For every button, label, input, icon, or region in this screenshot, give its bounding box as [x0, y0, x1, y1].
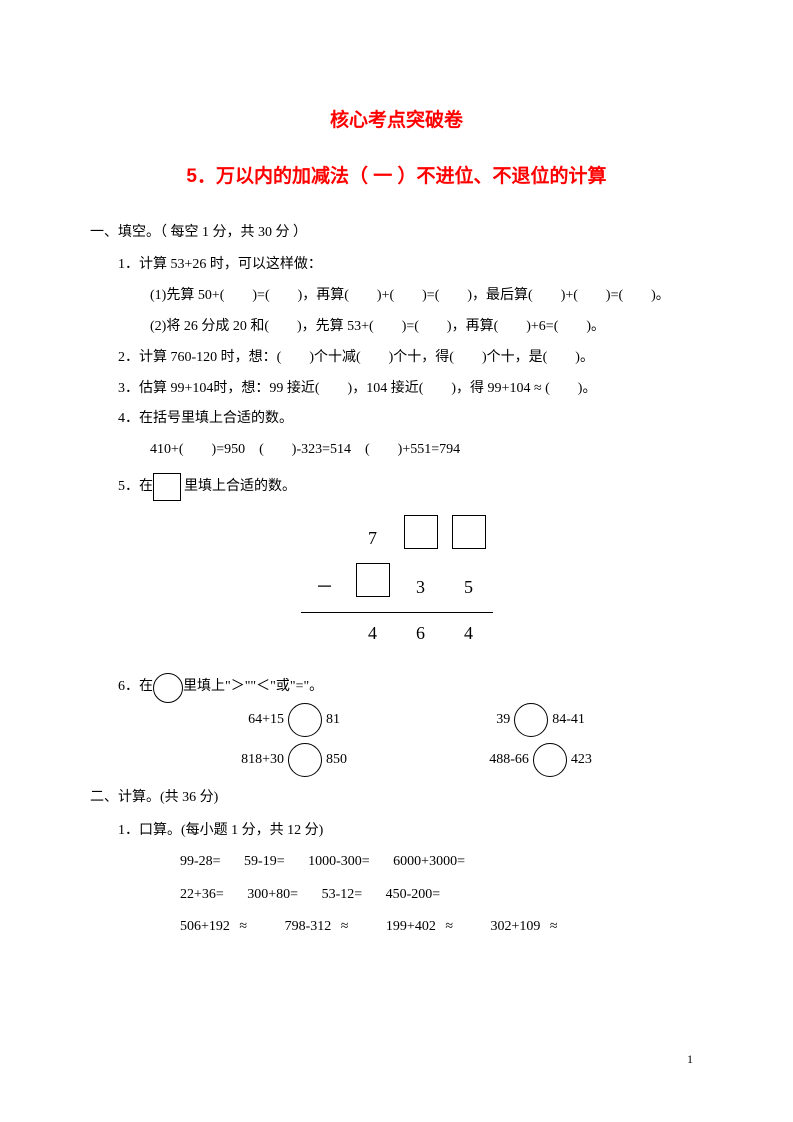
compare-right: 84-41 — [552, 705, 585, 736]
compare-left: 488-66 — [489, 745, 529, 776]
q4: 4．在括号里填上合适的数。 — [90, 404, 703, 435]
q1: 1．计算 53+26 时，可以这样做： — [90, 250, 703, 281]
calc-row: 99-28= 59-19= 1000-300= 6000+3000= — [90, 847, 703, 878]
section-2-heading: 二、计算。(共 36 分) — [90, 783, 703, 814]
compare-right: 81 — [326, 705, 340, 736]
section-1-heading: 一、填空。（ 每空 1 分，共 30 分 ） — [90, 218, 703, 249]
calc-row: 506+192 ≈ 798-312 ≈ 199+402 ≈ 302+109 ≈ — [90, 912, 703, 943]
compare-row-2: 818+30 850 488-66 423 — [90, 743, 703, 777]
sub-digit: 5 — [445, 563, 493, 612]
minus-sign: － — [301, 563, 349, 612]
box-icon — [153, 473, 181, 501]
q1a: (1)先算 50+( )=( )，再算( )+( )=( )，最后算( )+( … — [90, 281, 703, 312]
q4a: 410+( )=950 ( )-323=514 ( )+551=794 — [90, 435, 703, 466]
blank-box — [404, 515, 438, 549]
compare-item: 488-66 423 — [489, 743, 592, 777]
compare-item: 39 84-41 — [496, 703, 585, 737]
sub-digit: 7 — [349, 515, 397, 564]
q6-post: 里填上"＞""＜"或"="。 — [183, 672, 323, 703]
calc-row: 22+36= 300+80= 53-12= 450-200= — [90, 880, 703, 911]
compare-item: 64+15 81 — [248, 703, 340, 737]
blank-box — [452, 515, 486, 549]
sub-digit: 4 — [445, 612, 493, 654]
sub-digit: 6 — [397, 612, 445, 654]
compare-left: 39 — [496, 705, 510, 736]
compare-row-1: 64+15 81 39 84-41 — [90, 703, 703, 737]
subtraction-problem: 7 － 3 5 4 6 4 — [90, 515, 703, 655]
compare-right: 423 — [571, 745, 592, 776]
circle-blank — [533, 743, 567, 777]
circle-blank — [288, 743, 322, 777]
q5: 5．在 里填上合适的数。 — [90, 472, 703, 503]
page-number: 1 — [687, 1046, 693, 1072]
q6: 6．在 里填上"＞""＜"或"="。 — [90, 672, 703, 703]
q3: 3．估算 99+104时，想：99 接近( )，104 接近( )，得 99+1… — [90, 374, 703, 405]
circle-icon — [153, 673, 183, 703]
blank-box — [356, 563, 390, 597]
compare-right: 850 — [326, 745, 347, 776]
q5-post: 里填上合适的数。 — [184, 472, 296, 503]
compare-item: 818+30 850 — [241, 743, 347, 777]
circle-blank — [514, 703, 548, 737]
compare-left: 64+15 — [248, 705, 284, 736]
q6-pre: 6．在 — [118, 672, 153, 703]
q5-pre: 5．在 — [118, 472, 153, 503]
sec2-q1: 1．口算。(每小题 1 分，共 12 分) — [90, 816, 703, 847]
sub-digit: 3 — [397, 563, 445, 612]
q2: 2．计算 760-120 时，想：( )个十减( )个十，得( )个十，是( )… — [90, 343, 703, 374]
sub-digit: 4 — [349, 612, 397, 654]
main-title: 核心考点突破卷 — [90, 100, 703, 142]
q1b: (2)将 26 分成 20 和( )，先算 53+( )=( )，再算( )+6… — [90, 312, 703, 343]
compare-left: 818+30 — [241, 745, 284, 776]
circle-blank — [288, 703, 322, 737]
sub-title: 5．万以内的加减法（ 一 ）不进位、不退位的计算 — [90, 156, 703, 198]
